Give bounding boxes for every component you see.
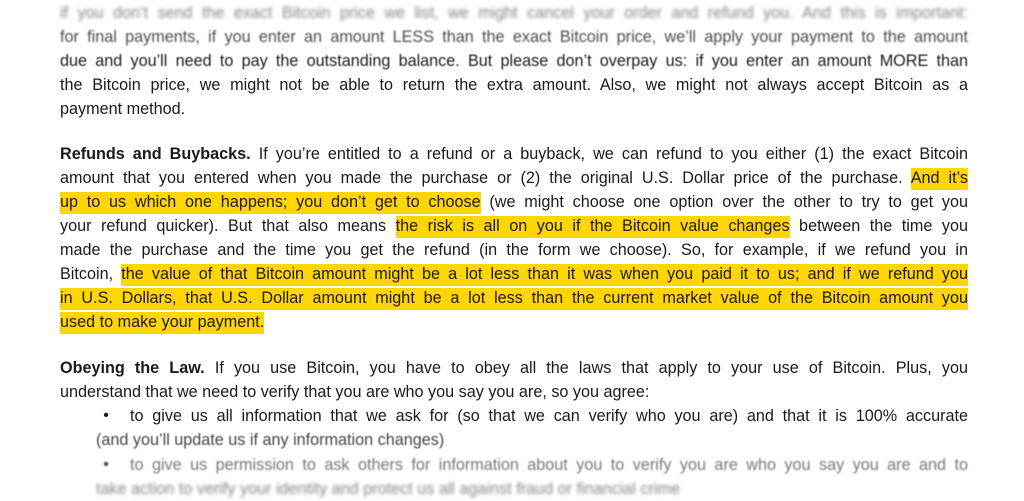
refunds-line-1: Refunds and Buybacks. If you’re entitled…: [60, 142, 968, 166]
list-item: • to give us permission to ask others fo…: [60, 453, 968, 501]
law-paragraph: Obeying the Law. If you use Bitcoin, you…: [60, 356, 968, 404]
intro-line-3: due and you’ll need to pay the outstandi…: [60, 52, 968, 70]
highlight-value-loss-1: the value of that Bitcoin amount might b…: [121, 264, 968, 286]
highlight-risk: the risk is all on you if the Bitcoin va…: [395, 216, 790, 238]
refunds-line-5: made the purchase and the time you get t…: [60, 241, 968, 259]
bullet-icon: •: [103, 407, 109, 424]
bullet-2-line-2: take action to verify your identity and …: [96, 480, 680, 498]
bullet-icon: •: [103, 456, 109, 473]
intro-line-4: the Bitcoin price, we might not be able …: [60, 76, 968, 94]
refunds-line-4: your refund quicker). But that also mean…: [60, 214, 968, 238]
refunds-line-6: Bitcoin, the value of that Bitcoin amoun…: [60, 262, 968, 286]
refunds-paragraph: Refunds and Buybacks. If you’re entitled…: [60, 142, 968, 334]
refunds-line-1-text: If you’re entitled to a refund or a buyb…: [250, 145, 968, 163]
refunds-heading: Refunds and Buybacks.: [60, 145, 251, 163]
document-page: if you don’t send the exact Bitcoin pric…: [60, 1, 968, 498]
refunds-line-2-text: amount that you entered when you made th…: [60, 169, 911, 187]
refunds-line-6-text: Bitcoin,: [60, 265, 122, 283]
law-line-2: understand that we need to verify that y…: [60, 383, 650, 401]
intro-paragraph: if you don’t send the exact Bitcoin pric…: [60, 1, 968, 121]
highlight-value-loss-2: in U.S. Dollars, that U.S. Dollar amount…: [60, 288, 968, 310]
highlight-choice-end: up to us which one happens; you don’t ge…: [60, 192, 481, 214]
list-item: • to give us all information that we ask…: [60, 404, 968, 452]
bullet-1-line-2: (and you’ll update us if any information…: [96, 431, 445, 449]
refunds-line-8: used to make your payment.: [60, 310, 968, 334]
bullet-1-line-1: to give us all information that we ask f…: [130, 407, 968, 425]
refunds-line-7: in U.S. Dollars, that U.S. Dollar amount…: [60, 286, 968, 310]
refunds-line-3-text: (we might choose one option over the oth…: [480, 193, 968, 211]
intro-line-1: if you don’t send the exact Bitcoin pric…: [60, 4, 968, 22]
highlight-choice-start: And it’s: [910, 168, 968, 190]
law-line-1-text: If you use Bitcoin, you have to obey all…: [204, 359, 968, 377]
law-line-1: Obeying the Law. If you use Bitcoin, you…: [60, 356, 968, 380]
law-heading: Obeying the Law.: [60, 359, 205, 377]
refunds-line-3: up to us which one happens; you don’t ge…: [60, 190, 968, 214]
refunds-line-2: amount that you entered when you made th…: [60, 166, 968, 190]
intro-line-5: payment method.: [60, 100, 186, 118]
intro-line-2: for final payments, if you enter an amou…: [60, 28, 968, 46]
refunds-line-4-rest: between the time you: [789, 217, 968, 235]
bullet-2-line-1: to give us permission to ask others for …: [130, 456, 968, 474]
refunds-line-4-text: your refund quicker). But that also mean…: [60, 217, 396, 235]
highlight-value-loss-3: used to make your payment.: [60, 312, 265, 334]
